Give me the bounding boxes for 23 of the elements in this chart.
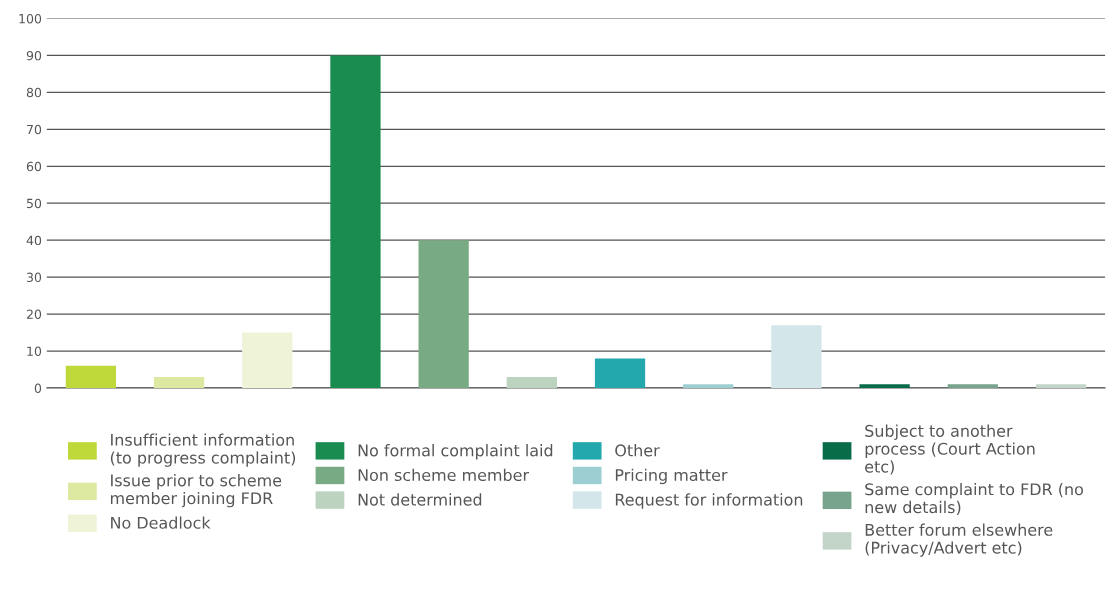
legend-label: No formal complaint laid [358, 444, 553, 460]
legend-label: Subject to another process (Court Action etc) [865, 424, 1035, 475]
y-tick-label: 10 [27, 346, 42, 356]
y-tick-label: 70 [27, 124, 42, 135]
legend-label: Better forum elsewhere (Privacy/Advert etc) [865, 523, 1053, 557]
legend-label: Request for information [615, 493, 803, 509]
y-tick-label: 60 [26, 161, 42, 172]
y-tick-label: 30 [26, 272, 42, 283]
y-tick-label: 90 [26, 50, 42, 61]
legend-label: Issue prior to scheme member joining FDR [110, 474, 282, 508]
legend-label: Not determined [358, 493, 482, 506]
legend-label: Pricing matter [615, 468, 728, 485]
legend-label: No Deadlock [111, 516, 211, 529]
legend-label: Same complaint to FDR (no new details) [865, 482, 1083, 516]
y-tick-label: 100 [19, 13, 42, 24]
legend-label: Other [615, 444, 660, 457]
y-tick-label: 40 [26, 235, 42, 246]
y-tick-label: 20 [26, 309, 42, 320]
y-tick-label: 80 [26, 87, 42, 98]
y-tick-label: 0 [34, 383, 42, 393]
legend-label: Insufficient information (to progress complaint) [110, 433, 296, 467]
y-tick-label: 50 [26, 198, 42, 209]
legend-label: Non scheme member [358, 468, 530, 482]
